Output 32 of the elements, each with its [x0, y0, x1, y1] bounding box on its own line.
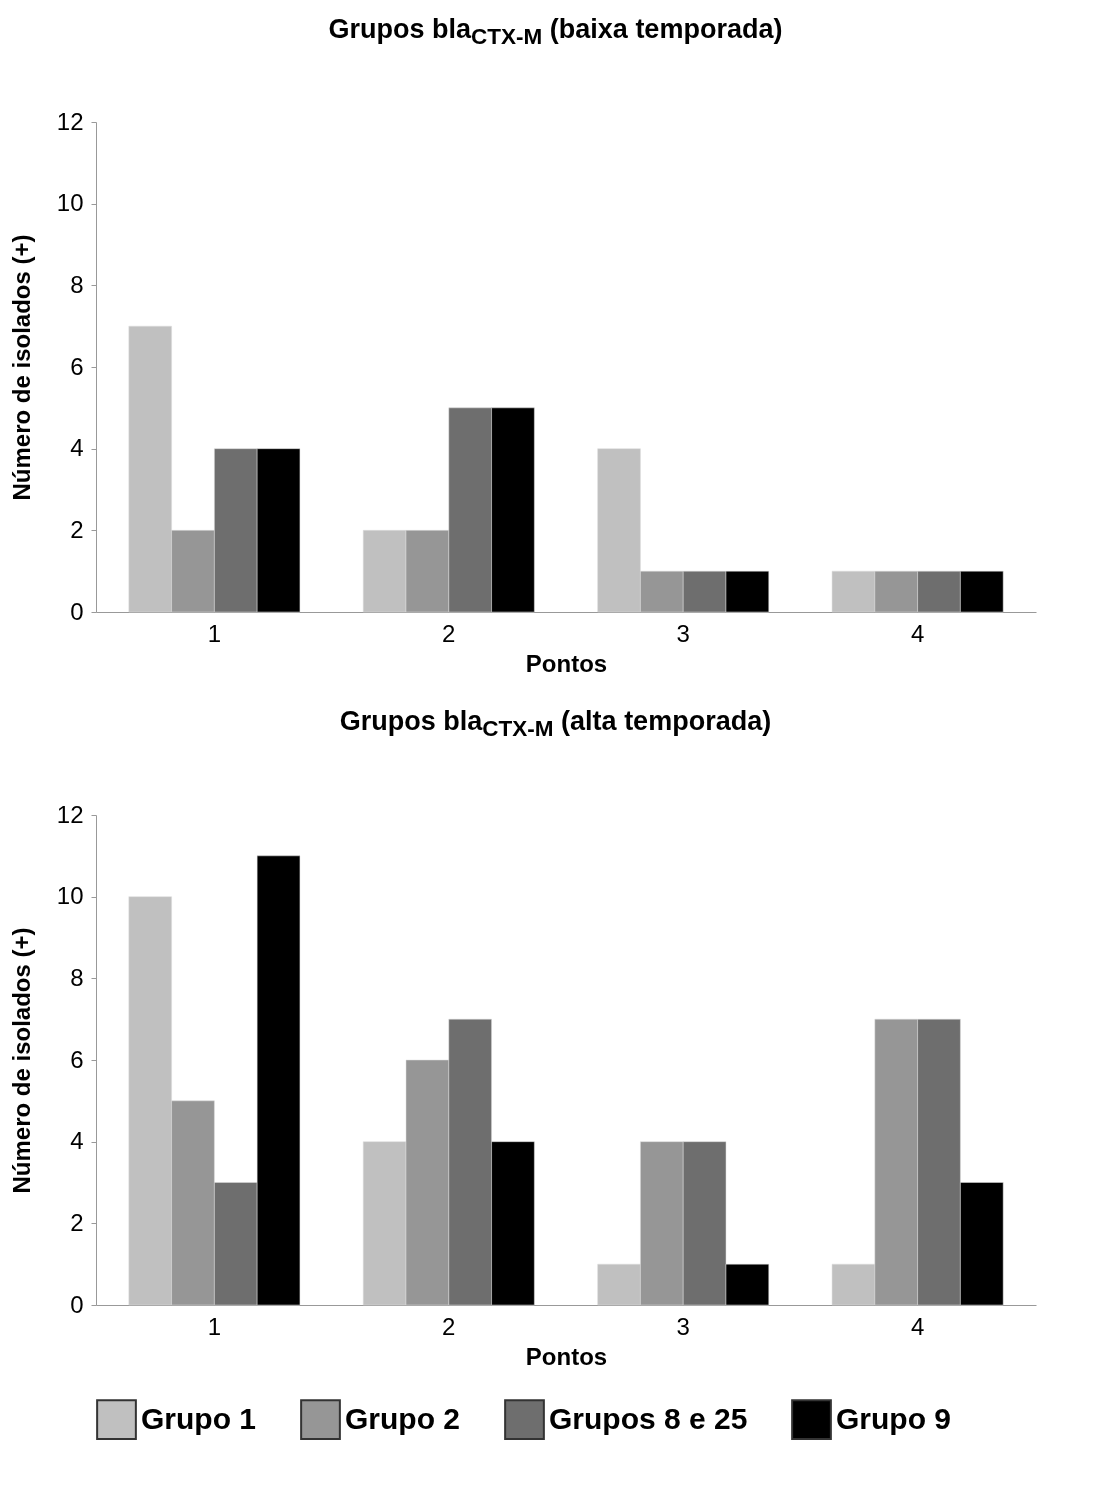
y-tick-label: 8: [70, 963, 84, 991]
y-tick-label: 6: [70, 352, 84, 380]
y-tick-label: 10: [56, 189, 84, 217]
y-tick-label: 0: [70, 1290, 84, 1318]
y-tick-label: 4: [70, 1126, 84, 1154]
x-tick-label: 4: [910, 619, 925, 647]
y-tick-label: 10: [56, 881, 84, 909]
y-axis-title: Número de isolados (+): [7, 234, 35, 501]
x-axis-title: Pontos: [525, 1342, 608, 1370]
x-axis-title: Pontos: [525, 649, 608, 677]
x-tick-label: 1: [207, 1312, 222, 1340]
y-tick-label: 2: [70, 516, 84, 544]
legend-label: Grupos 8 e 25: [549, 1401, 748, 1435]
y-tick-label: 0: [70, 597, 84, 625]
x-tick-label: 4: [910, 1312, 925, 1340]
y-tick-label: 12: [56, 800, 84, 828]
x-tick-label: 2: [442, 1312, 456, 1340]
chart-title: Grupos bla$_{CTX-M}$ (alta temporada): [338, 706, 773, 743]
legend-label: Grupo 1: [141, 1401, 257, 1435]
y-tick-label: 2: [70, 1208, 84, 1236]
x-tick-label: 1: [207, 619, 222, 647]
x-tick-label: 2: [442, 619, 456, 647]
legend-label: Grupo 2: [345, 1401, 461, 1435]
y-tick-label: 8: [70, 271, 84, 299]
y-tick-label: 12: [56, 107, 84, 135]
x-tick-label: 3: [676, 1312, 690, 1340]
chart-title: Grupos bla$_{CTX-M}$ (baixa temporada): [327, 14, 784, 51]
legend-label: Grupo 9: [836, 1401, 952, 1435]
x-tick-label: 3: [676, 619, 690, 647]
y-tick-label: 4: [70, 434, 84, 462]
y-tick-label: 6: [70, 1045, 84, 1073]
y-axis-title: Número de isolados (+): [7, 927, 35, 1194]
